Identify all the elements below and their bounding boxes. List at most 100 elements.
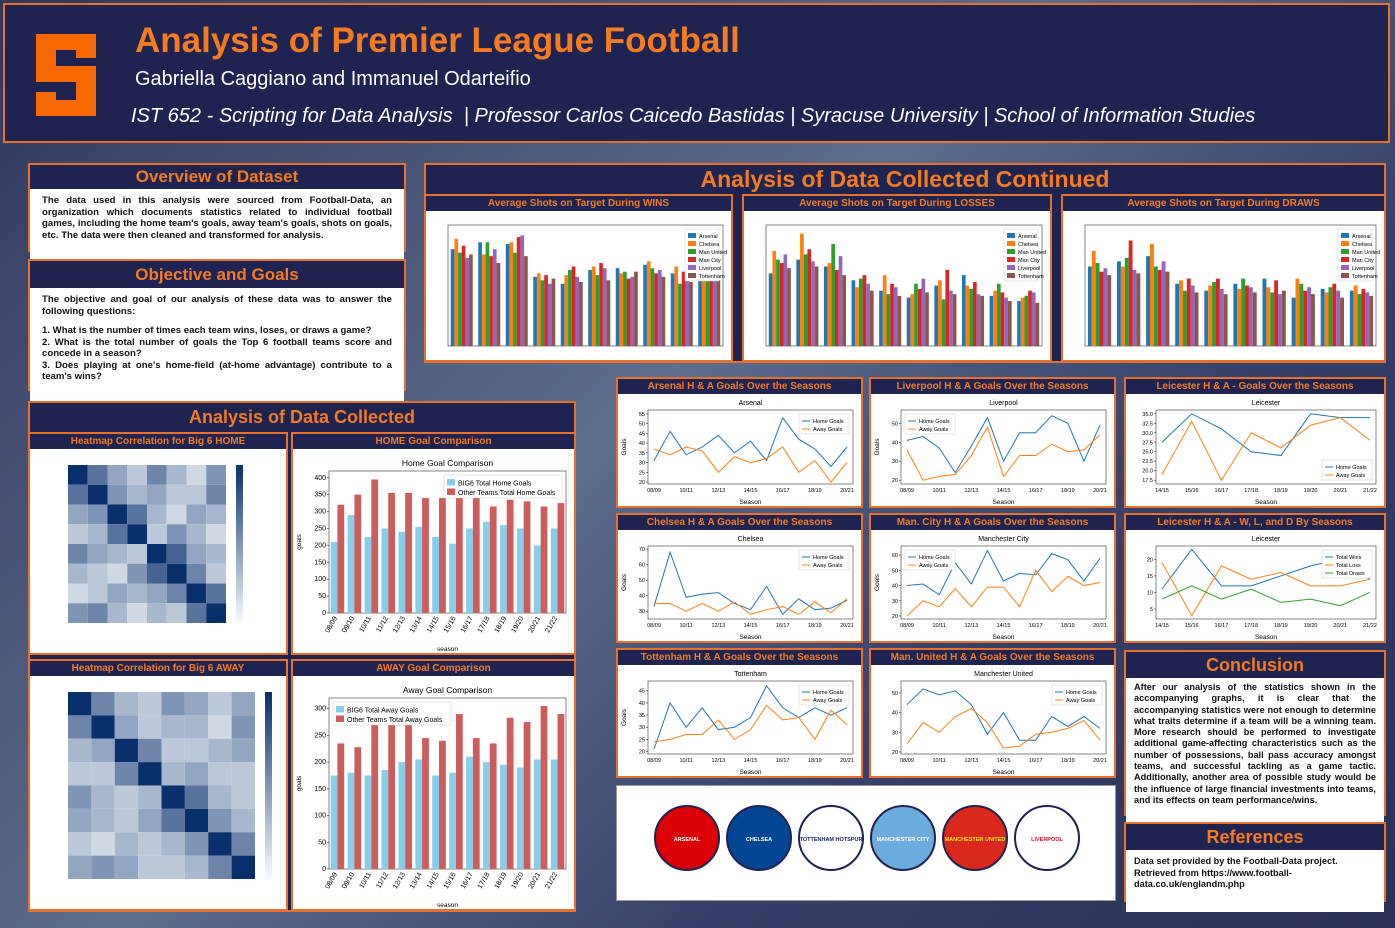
y-tick-label: 100: [314, 576, 326, 583]
heat-cell: [208, 785, 232, 809]
legend-box: [1051, 684, 1103, 706]
y-tick-label: 40: [892, 711, 898, 717]
y-tick-label: 40: [639, 701, 645, 707]
x-tick-label: 21/22: [544, 871, 559, 890]
x-axis-label: Season: [1255, 499, 1277, 506]
bar: [1157, 269, 1162, 346]
x-tick-label: 21/22: [544, 615, 559, 634]
y-tick-label: 250: [314, 732, 326, 739]
y-tick-label: 30: [639, 461, 645, 467]
bar: [466, 756, 473, 869]
bar: [646, 261, 651, 346]
x-tick-label: 14/15: [997, 488, 1011, 494]
bar: [405, 492, 412, 613]
bar: [371, 722, 379, 869]
heat-cell: [91, 715, 115, 739]
chart: Arsenal Chelsea Man United Man City Liverpoo…: [447, 224, 727, 347]
heat-cell: [87, 504, 108, 525]
y-tick-label: 60: [639, 563, 645, 569]
bar: [1332, 283, 1337, 346]
bar: [540, 706, 548, 869]
x-axis-label: Season: [992, 769, 1014, 776]
chart-panel: Average Shots on Target During LOSSES Ars…: [742, 194, 1052, 362]
chart-panel: Chelsea H & A Goals Over the Seasons Chel…: [616, 513, 863, 643]
bar: [472, 738, 480, 869]
bar: [606, 280, 611, 346]
heat-cell: [186, 563, 207, 584]
line-series: [906, 425, 1101, 481]
chart-panel: Man. City H & A Goals Over the Seasons Ma…: [869, 513, 1116, 643]
legend-swatch: [688, 241, 696, 246]
bar: [422, 498, 429, 613]
legend-box: [332, 701, 452, 726]
x-tick-label: 10/11: [932, 758, 945, 764]
bar: [450, 249, 455, 346]
legend-label: Chelsea: [1352, 242, 1373, 248]
bar: [879, 290, 883, 346]
legend-swatch: [447, 479, 455, 486]
logo-strip: ARSENAL CHELSEA TOTTENHAM HOTSPUR MANCHESTE…: [654, 805, 1080, 871]
y-tick-label: 17.5: [1142, 478, 1153, 484]
heat-cell: [114, 715, 139, 739]
heat-cell: [107, 563, 128, 584]
plot-frame: [900, 409, 1107, 485]
bar: [1204, 290, 1209, 346]
panel-heading: Chelsea H & A Goals Over the Seasons: [618, 515, 861, 530]
heat-cell: [107, 504, 128, 525]
bar: [705, 273, 710, 346]
legend-swatch: [1007, 249, 1015, 254]
bar: [551, 278, 556, 346]
x-tick-label: 16/17: [1215, 623, 1229, 629]
bar: [520, 235, 525, 346]
heat-cell: [208, 855, 232, 879]
heat-cell: [184, 738, 209, 763]
x-tick-label: 12/13: [964, 623, 978, 629]
legend-label: Man City: [1352, 258, 1374, 264]
line-series: [1161, 417, 1371, 482]
x-tick-label: 18/19: [494, 615, 509, 634]
heat-cell: [184, 715, 209, 739]
x-tick-label: 14/15: [426, 615, 441, 634]
bar: [454, 238, 459, 346]
bar: [347, 772, 355, 869]
bar: [678, 283, 682, 346]
bar: [630, 276, 635, 346]
heat-cell: [166, 583, 187, 604]
bar: [405, 724, 412, 869]
legend-label: Away Goals: [1336, 473, 1365, 479]
heat-cell: [127, 563, 147, 584]
bar: [485, 242, 490, 346]
x-tick-label: 20/21: [1333, 488, 1347, 494]
bar: [1007, 301, 1012, 346]
logo-name: ARSENAL: [674, 837, 701, 843]
x-tick-label: 17/18: [1244, 488, 1258, 494]
chart: Chelsea 30 40 50 60 70 Goals Season 08/09 10/11 12…: [621, 536, 854, 641]
bar: [689, 282, 693, 346]
line-series: [1161, 413, 1370, 457]
item: 1. What is the number of times each team…: [42, 325, 372, 336]
heat-cell: [114, 762, 139, 786]
chart-panel: Leicester H & A - Goals Over the Seasons…: [1124, 377, 1386, 508]
bar: [1291, 297, 1296, 346]
y-tick-label: 10: [1147, 590, 1153, 596]
x-tick-label: 11/12: [375, 615, 390, 633]
chart: Tottenham 20 25 30 35 40 45 Goals Season 08/09 10/…: [621, 671, 854, 776]
chart-title: Chelsea: [738, 536, 764, 543]
chart: Away Goal Comparison 0 50 100 150 200 250 300 go…: [296, 685, 567, 909]
x-tick-label: 14/15: [744, 623, 758, 629]
heat-cell: [161, 832, 185, 856]
y-tick-label: 300: [314, 509, 326, 516]
heat-cell: [208, 692, 232, 716]
bar: [893, 287, 898, 346]
x-tick-label: 18/19: [1274, 623, 1288, 629]
bar: [1262, 278, 1267, 346]
y-tick-label: 20.0: [1142, 469, 1153, 475]
bar: [415, 759, 423, 869]
x-tick-label: 20/21: [840, 758, 854, 764]
chart-panel: Tottenham H & A Goals Over the Seasons To…: [616, 648, 863, 778]
y-tick-label: 100: [314, 813, 326, 820]
x-tick-label: 12/13: [964, 488, 978, 494]
x-tick-label: 14/15: [1155, 623, 1169, 629]
y-axis-label: Goals: [621, 438, 628, 456]
bar: [568, 269, 572, 346]
